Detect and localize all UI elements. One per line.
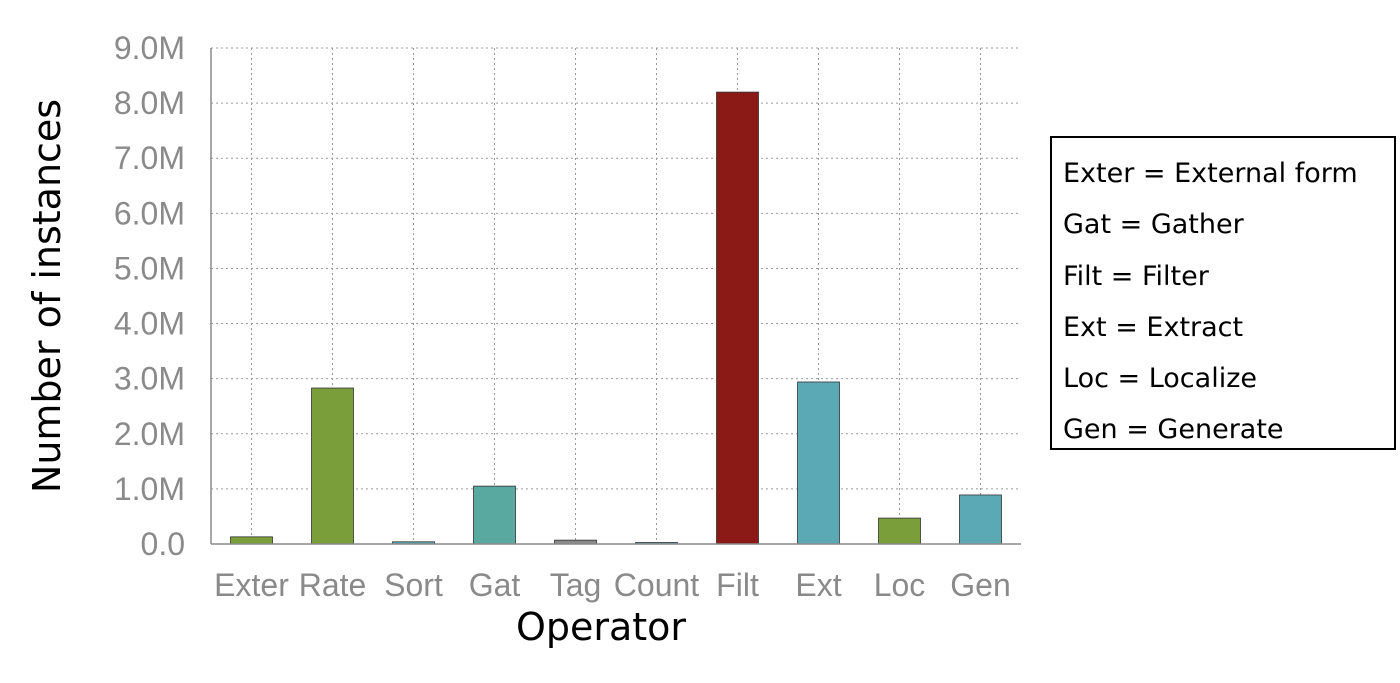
y-tick-label: 8.0M [114, 85, 185, 121]
y-tick-label: 4.0M [114, 306, 185, 342]
bar-ext [797, 381, 840, 545]
x-tick-label: Gat [469, 567, 521, 603]
x-tick-label: Ext [795, 567, 841, 603]
x-tick-label: Rate [299, 567, 367, 603]
bar-gat [473, 485, 516, 545]
bar-filt [716, 91, 759, 545]
y-tick-label: 5.0M [114, 250, 185, 286]
legend-entry-exter: Exter = External form [1063, 158, 1358, 189]
x-tick-label: Filt [716, 567, 759, 603]
x-tick-label: Exter [214, 567, 289, 603]
x-tick-label: Tag [550, 567, 602, 603]
x-tick-label: Loc [874, 567, 926, 603]
y-tick-label: 3.0M [114, 361, 185, 397]
y-tick-label: 9.0M [114, 30, 185, 66]
legend-entry-loc: Loc = Localize [1063, 363, 1257, 395]
y-tick-label: 7.0M [114, 140, 185, 176]
x-tick-label: Count [614, 567, 700, 603]
legend-entry-ext: Ext = Extract [1063, 311, 1244, 343]
x-axis-title: Operator [516, 605, 686, 649]
legend-entry-gen: Gen = Generate [1063, 414, 1284, 446]
x-tick-labels: Exter Rate Sort Gat Tag Count Filt Ext Loc Gen [214, 567, 1011, 603]
bars [230, 91, 1002, 545]
y-tick-labels: 0.0 1.0M 2.0M 3.0M 4.0M 5.0M 6.0M 7.0M 8.0M 9.0M [114, 30, 185, 562]
x-tick-label: Sort [384, 567, 443, 603]
bar-loc [878, 517, 921, 545]
y-tick-label: 2.0M [114, 416, 185, 452]
bar-gen [959, 494, 1002, 545]
y-tick-label: 6.0M [114, 195, 185, 231]
bar-chart: 0.01.0M2.0M3.0M4.0M5.0M6.0M7.0M8.0M9.0M … [25, 30, 1021, 649]
legend: Exter = External form Gat = Gather Filt … [1050, 136, 1396, 450]
legend-entry-filt: Filt = Filter [1063, 260, 1209, 292]
bar-exter [230, 536, 273, 545]
y-axis-title: Number of instances [25, 99, 69, 493]
y-tick-label: 0.0 [141, 526, 185, 562]
x-tick-label: Gen [950, 567, 1010, 603]
bar-rate [311, 387, 354, 545]
y-tick-label: 1.0M [114, 471, 185, 507]
axes [210, 48, 1021, 545]
legend-entry-gat: Gat = Gather [1063, 209, 1244, 241]
